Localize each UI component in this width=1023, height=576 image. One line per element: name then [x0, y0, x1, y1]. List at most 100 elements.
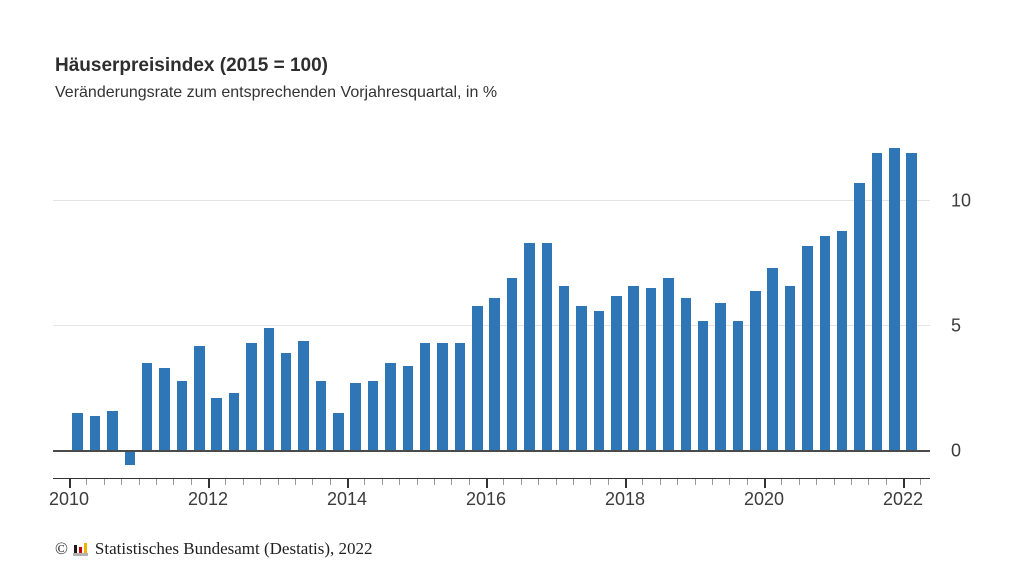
bar-2021-Q4	[889, 148, 900, 451]
y-axis-label-5: 5	[951, 315, 962, 336]
x-axis-minor-tick	[173, 479, 175, 485]
x-axis-minor-tick	[572, 479, 574, 485]
bar-2011-Q1	[141, 363, 153, 451]
x-axis-minor-tick	[277, 479, 279, 485]
x-axis-minor-tick	[781, 479, 783, 485]
x-axis-minor-tick	[833, 479, 835, 485]
x-axis-major-tick	[903, 479, 905, 488]
bar-2021-Q3	[871, 153, 883, 451]
bar-2012-Q3	[246, 343, 257, 451]
bar-2022-Q1	[906, 153, 917, 451]
x-axis-minor-tick	[260, 479, 262, 485]
bar-2013-Q1	[280, 353, 292, 451]
bar-2021-Q1	[836, 230, 848, 451]
chart-subtitle: Veränderungsrate zum entsprechenden Vorj…	[55, 84, 498, 101]
bar-2020-Q4	[819, 235, 831, 451]
bar-2013-Q2	[298, 340, 309, 451]
bar-2010-Q1	[72, 413, 83, 451]
x-axis-minor-tick	[416, 479, 418, 485]
x-axis-minor-tick	[138, 479, 140, 485]
x-axis-minor-tick	[607, 479, 609, 485]
bar-2017-Q3	[593, 310, 605, 451]
bar-2018-Q3	[663, 278, 674, 451]
x-axis-minor-tick	[659, 479, 661, 485]
x-axis-minor-tick	[555, 479, 557, 485]
x-axis-minor-tick	[868, 479, 870, 485]
bar-2014-Q4	[402, 365, 414, 451]
bar-2021-Q2	[854, 183, 865, 451]
x-axis-major-tick	[347, 479, 349, 488]
x-axis-minor-tick	[816, 479, 818, 485]
bar-2016-Q2	[506, 278, 518, 451]
bar-2019-Q2	[715, 303, 726, 451]
x-axis-major-tick	[764, 479, 766, 488]
bar-2010-Q3	[107, 410, 118, 451]
x-axis-minor-tick	[190, 479, 192, 485]
x-axis-minor-tick	[729, 479, 731, 485]
bar-2013-Q4	[333, 413, 344, 451]
x-axis-minor-tick	[850, 479, 852, 485]
x-axis-minor-tick	[433, 479, 435, 485]
x-axis-minor-tick	[468, 479, 470, 485]
x-axis-minor-tick	[225, 479, 227, 485]
bar-2018-Q1	[628, 285, 639, 451]
source-text: Statistisches Bundesamt (Destatis), 2022	[94, 539, 373, 558]
bar-2020-Q3	[802, 245, 813, 451]
bar-2017-Q4	[611, 295, 622, 451]
bar-2012-Q4	[263, 328, 275, 451]
x-axis-minor-tick	[920, 479, 922, 485]
x-axis-minor-tick	[381, 479, 383, 485]
x-axis-year-label-2014: 2014	[326, 489, 368, 509]
x-axis-major-tick	[69, 479, 71, 488]
bar-2017-Q1	[558, 285, 570, 451]
x-axis-minor-tick	[451, 479, 453, 485]
bar-2019-Q1	[697, 320, 709, 451]
x-axis-minor-tick	[103, 479, 105, 485]
logo-baseline	[72, 552, 88, 556]
logo-bar-red	[78, 546, 82, 553]
x-axis-minor-tick	[590, 479, 592, 485]
bar-2015-Q1	[419, 343, 431, 451]
x-axis-minor-tick	[399, 479, 401, 485]
chart-title: Häuserpreisindex (2015 = 100)	[55, 55, 329, 76]
x-axis-year-label-2022: 2022	[882, 489, 924, 509]
bar-2020-Q1	[767, 268, 778, 451]
bar-2014-Q3	[385, 363, 396, 451]
x-axis-minor-tick	[885, 479, 887, 485]
bar-2015-Q3	[454, 343, 466, 451]
zero-baseline	[53, 450, 930, 452]
x-axis-year-label-2020: 2020	[743, 489, 785, 509]
bar-2011-Q4	[194, 345, 205, 451]
x-axis-minor-tick	[694, 479, 696, 485]
x-axis-minor-tick	[677, 479, 679, 485]
bar-2019-Q3	[732, 320, 744, 451]
bar-2016-Q1	[489, 298, 500, 451]
bar-2015-Q2	[437, 343, 448, 451]
x-axis-year-label-2010: 2010	[48, 489, 90, 509]
bar-2014-Q2	[367, 380, 379, 451]
bar-2018-Q4	[680, 298, 692, 451]
x-axis-minor-tick	[294, 479, 296, 485]
x-axis-year-label-2018: 2018	[604, 489, 646, 509]
x-axis-minor-tick	[242, 479, 244, 485]
bar-2013-Q3	[315, 380, 327, 451]
logo-bar-black	[73, 544, 77, 553]
bar-2016-Q3	[524, 243, 535, 451]
x-axis-minor-tick	[155, 479, 157, 485]
gridline-10	[53, 200, 930, 202]
x-axis-major-tick	[486, 479, 488, 488]
x-axis-minor-tick	[642, 479, 644, 485]
source-line: © Statistisches Bundesamt (Destatis), 20…	[55, 539, 373, 559]
bar-2010-Q2	[89, 415, 101, 451]
bar-2016-Q4	[541, 243, 553, 451]
x-axis-minor-tick	[503, 479, 505, 485]
x-axis-minor-tick	[364, 479, 366, 485]
bar-2015-Q4	[472, 305, 483, 451]
bar-2020-Q2	[784, 285, 796, 451]
bar-2014-Q1	[350, 383, 361, 451]
x-axis-minor-tick	[329, 479, 331, 485]
bar-2018-Q2	[645, 288, 657, 451]
x-axis-year-label-2016: 2016	[465, 489, 507, 509]
